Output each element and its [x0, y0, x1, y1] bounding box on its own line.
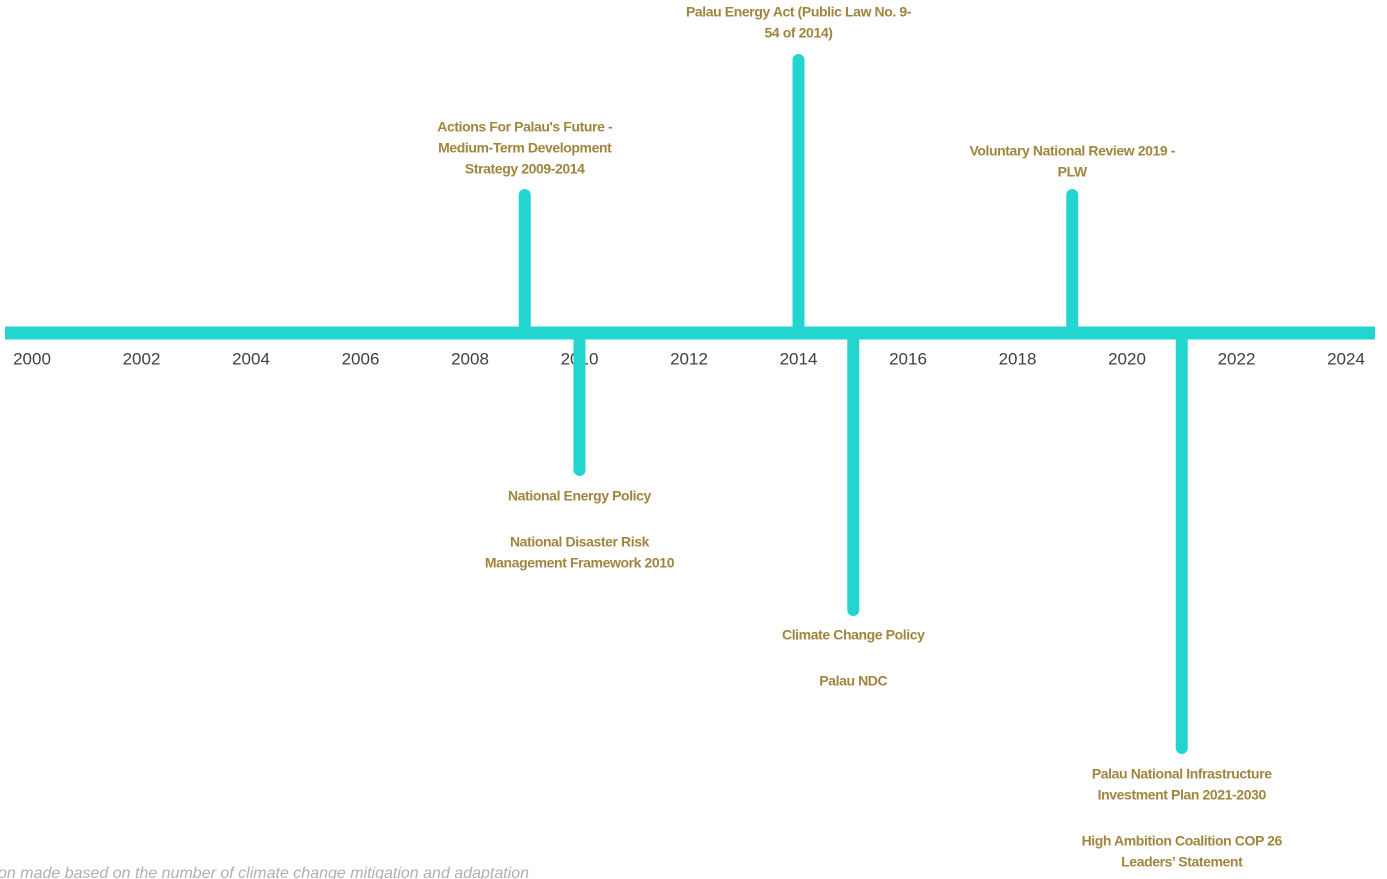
year-label: 2024	[1327, 349, 1365, 368]
event-label: National Energy Policy	[508, 488, 652, 504]
event-label: Palau National Infrastructure	[1092, 766, 1272, 782]
year-label: 2022	[1218, 349, 1256, 368]
year-label: 2014	[780, 349, 818, 368]
year-label: 2002	[123, 349, 161, 368]
year-label: 2004	[232, 349, 270, 368]
event-label: PLW	[1058, 164, 1088, 180]
event-label: Leaders’ Statement	[1121, 854, 1243, 870]
event-label: Voluntary National Review 2019 -	[969, 143, 1175, 159]
year-label: 2008	[451, 349, 489, 368]
event-label: Palau NDC	[819, 673, 887, 689]
event-label: 54 of 2014)	[765, 25, 833, 41]
event-label: High Ambition Coalition COP 26	[1082, 833, 1283, 849]
year-label: 2006	[342, 349, 380, 368]
year-label: 2020	[1108, 349, 1146, 368]
year-label: 2000	[13, 349, 51, 368]
event-label: Palau Energy Act (Public Law No. 9-	[686, 4, 912, 20]
year-label: 2016	[889, 349, 927, 368]
event-label: Strategy 2009-2014	[465, 161, 585, 177]
event-label: Climate Change Policy	[782, 627, 925, 643]
year-label: 2012	[670, 349, 708, 368]
event-label: National Disaster Risk	[510, 534, 650, 550]
event-label: Investment Plan 2021-2030	[1098, 787, 1267, 803]
event-label: Actions For Palau's Future -	[437, 119, 613, 135]
event-label: Management Framework 2010	[485, 555, 675, 571]
footnote: on made based on the number of climate c…	[0, 865, 529, 879]
year-label: 2018	[999, 349, 1037, 368]
event-label: Medium-Term Development	[438, 140, 612, 156]
